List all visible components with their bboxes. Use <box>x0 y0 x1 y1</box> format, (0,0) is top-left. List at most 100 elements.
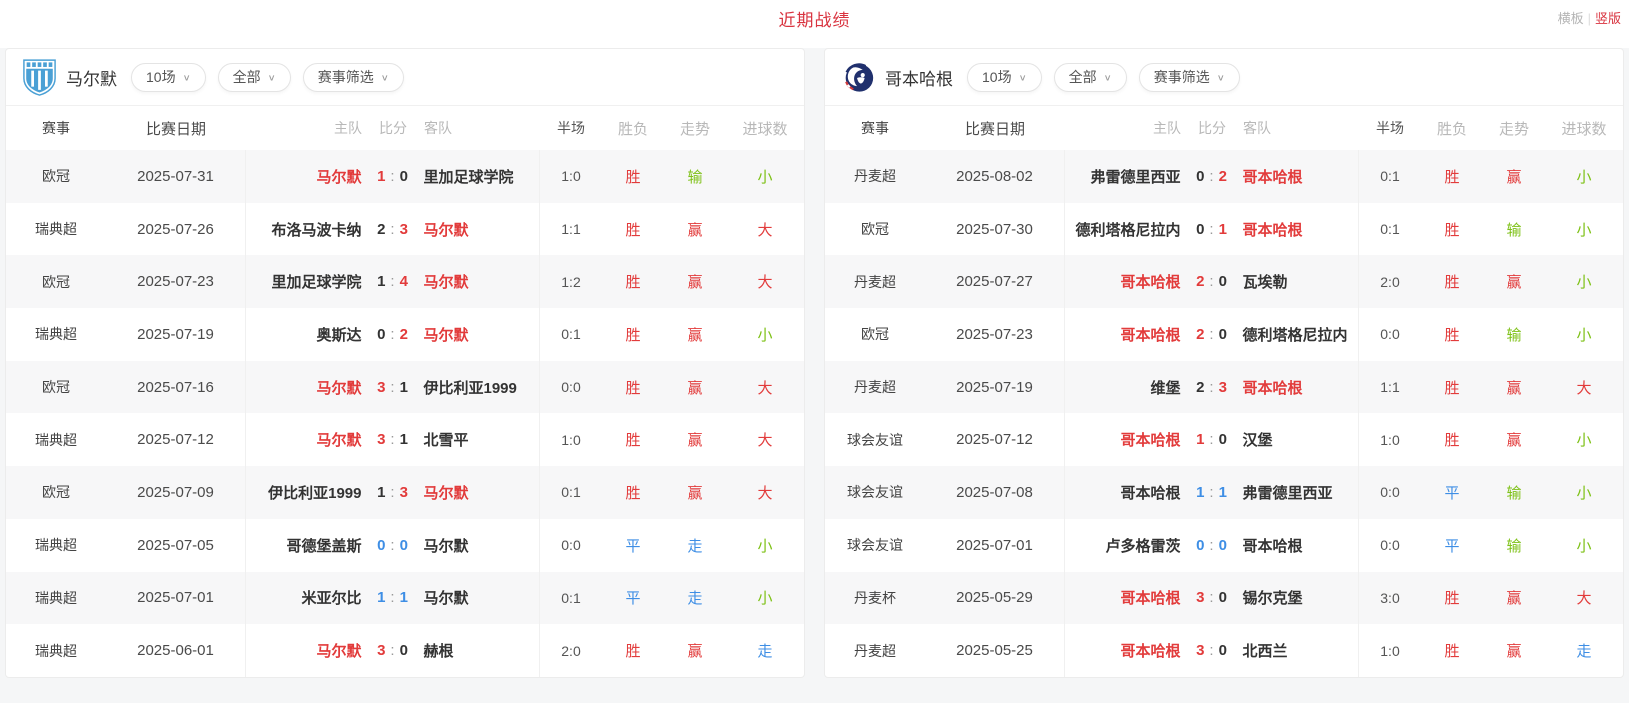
match-row[interactable]: 丹麦超 2025-05-25 哥本哈根 3:0 北西兰 1:0 胜 赢 走 <box>825 624 1623 677</box>
scope-dropdown[interactable]: 全部 ∨ <box>1053 62 1127 92</box>
half-time-score: 0:0 <box>561 537 581 554</box>
away-team-name[interactable]: 北西兰 <box>1242 643 1288 661</box>
col-home: 主队 <box>334 120 362 136</box>
matches-count-value: 10场 <box>982 69 1012 85</box>
home-team-name[interactable]: 奥斯达 <box>316 326 362 344</box>
matches-count-dropdown[interactable]: 10场 ∨ <box>967 62 1042 92</box>
matches-count-dropdown[interactable]: 10场 ∨ <box>131 62 206 92</box>
away-team-name[interactable]: 哥本哈根 <box>1242 379 1303 397</box>
away-team-name[interactable]: 马尔默 <box>423 326 469 344</box>
away-team-name[interactable]: 德利塔格尼拉内 <box>1242 326 1348 344</box>
match-row[interactable]: 瑞典超 2025-06-01 马尔默 3:0 赫根 2:0 胜 赢 走 <box>6 624 804 677</box>
full-time-score: 3:1 <box>377 378 408 396</box>
match-row[interactable]: 欧冠 2025-07-23 哥本哈根 2:0 德利塔格尼拉内 0:0 胜 输 小 <box>825 308 1623 361</box>
col-home: 主队 <box>1153 120 1181 136</box>
away-team-name[interactable]: 哥本哈根 <box>1242 168 1303 186</box>
away-team-name[interactable]: 里加足球学院 <box>423 168 514 186</box>
goals-label: 大 <box>757 484 773 502</box>
trend-label: 赢 <box>687 274 703 292</box>
home-team-name[interactable]: 米亚尔比 <box>301 590 362 608</box>
event-filter-value: 赛事筛选 <box>1153 69 1210 85</box>
home-team-name[interactable]: 哥本哈根 <box>1120 484 1181 502</box>
layout-horizontal-link[interactable]: 横板 <box>1557 11 1584 26</box>
competition-label: 瑞典超 <box>35 589 77 606</box>
match-row[interactable]: 欧冠 2025-07-09 伊比利亚1999 1:3 马尔默 0:1 胜 赢 大 <box>6 466 804 519</box>
scope-dropdown[interactable]: 全部 ∨ <box>217 62 291 92</box>
competition-label: 球会友谊 <box>847 537 903 554</box>
home-team-name[interactable]: 哥德堡盖斯 <box>286 537 362 555</box>
away-team-name[interactable]: 锡尔克堡 <box>1242 590 1303 608</box>
match-row[interactable]: 欧冠 2025-07-31 马尔默 1:0 里加足球学院 1:0 胜 输 小 <box>6 150 804 203</box>
home-team-name[interactable]: 哥本哈根 <box>1120 432 1181 450</box>
match-row[interactable]: 丹麦超 2025-07-19 维堡 2:3 哥本哈根 1:1 胜 赢 大 <box>825 360 1623 414</box>
home-team-name[interactable]: 马尔默 <box>316 432 362 450</box>
match-row[interactable]: 球会友谊 2025-07-01 卢多格雷茨 0:0 哥本哈根 0:0 平 输 小 <box>825 518 1623 572</box>
event-filter-dropdown[interactable]: 赛事筛选 ∨ <box>1138 62 1240 92</box>
home-team-name[interactable]: 伊比利亚1999 <box>268 484 362 502</box>
trend-label: 赢 <box>1506 590 1522 608</box>
away-team-name[interactable]: 马尔默 <box>423 484 469 502</box>
match-table-body: 欧冠 2025-07-31 马尔默 1:0 里加足球学院 1:0 胜输小瑞典超 2025-07… <box>6 150 804 677</box>
match-row[interactable]: 瑞典超 2025-07-26 布洛马波卡纳 2:3 马尔默 1:1 胜 赢 大 <box>6 202 804 256</box>
match-date: 2025-07-01 <box>925 518 1065 572</box>
result-label: 胜 <box>1444 221 1460 239</box>
away-team-name[interactable]: 哥本哈根 <box>1242 537 1303 555</box>
match-row[interactable]: 丹麦超 2025-07-27 哥本哈根 2:0 瓦埃勒 2:0 胜 赢 小 <box>825 255 1623 309</box>
full-time-score: 1:3 <box>377 483 408 501</box>
col-date: 比赛日期 <box>145 120 206 138</box>
copenhagen-crest-icon <box>839 57 877 97</box>
match-row[interactable]: 瑞典超 2025-07-01 米亚尔比 1:1 马尔默 0:1 平 走 小 <box>6 571 804 625</box>
match-row[interactable]: 欧冠 2025-07-23 里加足球学院 1:4 马尔默 1:2 胜 赢 大 <box>6 255 804 309</box>
result-label: 胜 <box>625 484 641 502</box>
col-score: 比分 <box>379 120 407 136</box>
match-row[interactable]: 丹麦超 2025-08-02 弗雷德里西亚 0:2 哥本哈根 0:1 胜 赢 小 <box>825 150 1623 203</box>
match-row[interactable]: 欧冠 2025-07-16 马尔默 3:1 伊比利亚1999 0:0 胜 赢 大 <box>6 360 804 414</box>
match-row[interactable]: 瑞典超 2025-07-19 奥斯达 0:2 马尔默 0:1 胜 赢 小 <box>6 308 804 361</box>
panel-header: 马尔默 10场 ∨ 全部 ∨ 赛事筛选 ∨ <box>6 49 804 106</box>
layout-vertical-link[interactable]: 竖版 <box>1594 11 1621 26</box>
away-team-name[interactable]: 汉堡 <box>1242 432 1273 450</box>
team-panel-copenhagen: 哥本哈根 10场 ∨ 全部 ∨ 赛事筛选 ∨ 赛事 比赛日期 主队 比分 客队 … <box>824 48 1624 678</box>
col-event: 赛事 <box>861 120 889 136</box>
away-team-name[interactable]: 伊比利亚1999 <box>423 379 517 397</box>
away-team-name[interactable]: 哥本哈根 <box>1242 221 1303 239</box>
away-team-name[interactable]: 马尔默 <box>423 537 469 555</box>
matches-count-value: 10场 <box>146 69 176 85</box>
match-row[interactable]: 瑞典超 2025-07-12 马尔默 3:1 北雪平 1:0 胜 赢 大 <box>6 413 804 467</box>
away-team-name[interactable]: 弗雷德里西亚 <box>1242 484 1333 502</box>
home-team-name[interactable]: 哥本哈根 <box>1120 274 1181 292</box>
match-row[interactable]: 球会友谊 2025-07-12 哥本哈根 1:0 汉堡 1:0 胜 赢 小 <box>825 413 1623 467</box>
away-team-name[interactable]: 北雪平 <box>423 432 469 450</box>
competition-label: 丹麦杯 <box>854 589 896 606</box>
away-team-name[interactable]: 马尔默 <box>423 590 469 608</box>
match-row[interactable]: 丹麦杯 2025-05-29 哥本哈根 3:0 锡尔克堡 3:0 胜 赢 大 <box>825 571 1623 625</box>
away-team-name[interactable]: 马尔默 <box>423 221 469 239</box>
away-team-name[interactable]: 马尔默 <box>423 274 469 292</box>
home-team-name[interactable]: 马尔默 <box>316 643 362 661</box>
match-row[interactable]: 球会友谊 2025-07-08 哥本哈根 1:1 弗雷德里西亚 0:0 平 输 小 <box>825 466 1623 519</box>
away-team-name[interactable]: 赫根 <box>423 643 454 661</box>
home-team-name[interactable]: 哥本哈根 <box>1120 643 1181 661</box>
away-team-name[interactable]: 瓦埃勒 <box>1242 274 1288 292</box>
home-team-name[interactable]: 维堡 <box>1150 379 1181 397</box>
event-filter-dropdown[interactable]: 赛事筛选 ∨ <box>302 62 404 92</box>
home-team-name[interactable]: 卢多格雷茨 <box>1105 537 1181 555</box>
full-time-score: 1:4 <box>377 273 408 291</box>
goals-label: 走 <box>1576 643 1592 661</box>
home-team-name[interactable]: 弗雷德里西亚 <box>1090 168 1181 186</box>
col-result: 胜负 <box>617 120 648 138</box>
half-time-score: 1:2 <box>561 273 581 290</box>
match-row[interactable]: 欧冠 2025-07-30 德利塔格尼拉内 0:1 哥本哈根 0:1 胜 输 小 <box>825 202 1623 256</box>
home-team-name[interactable]: 马尔默 <box>316 379 362 397</box>
home-team-name[interactable]: 哥本哈根 <box>1120 590 1181 608</box>
home-team-name[interactable]: 布洛马波卡纳 <box>271 221 362 239</box>
home-team-name[interactable]: 哥本哈根 <box>1120 326 1181 344</box>
home-team-name[interactable]: 马尔默 <box>316 168 362 186</box>
goals-label: 小 <box>757 590 773 608</box>
team-name: 哥本哈根 <box>885 69 953 89</box>
home-team-name[interactable]: 德利塔格尼拉内 <box>1075 221 1181 239</box>
match-row[interactable]: 瑞典超 2025-07-05 哥德堡盖斯 0:0 马尔默 0:0 平 走 小 <box>6 518 804 572</box>
result-label: 胜 <box>625 221 641 239</box>
home-team-name[interactable]: 里加足球学院 <box>271 274 362 292</box>
half-time-score: 0:1 <box>561 326 581 343</box>
